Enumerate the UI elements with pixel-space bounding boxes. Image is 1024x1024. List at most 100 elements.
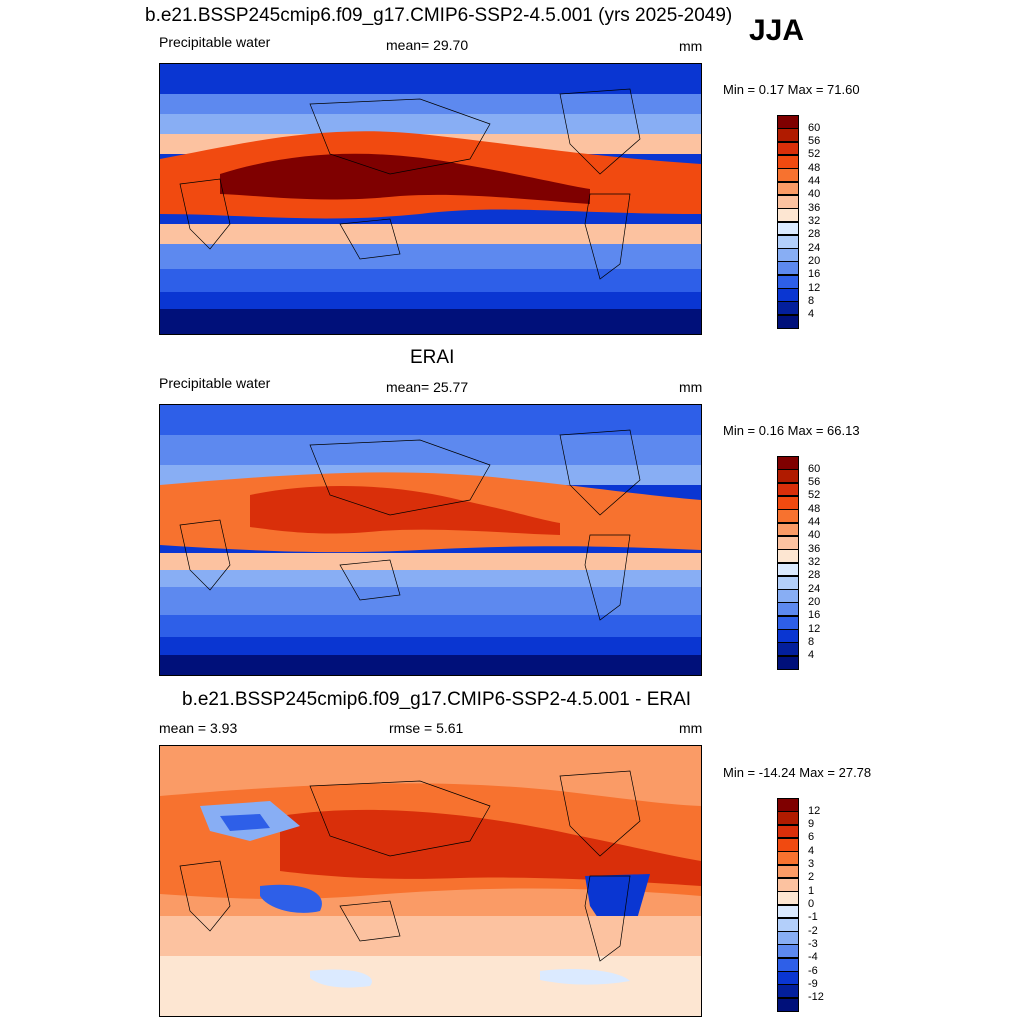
colorbar-segment: [777, 615, 799, 630]
colorbar-tick-label: -3: [808, 937, 818, 950]
season-label: JJA: [749, 14, 805, 47]
units-label-model: mm: [679, 38, 703, 54]
colorbar-segment: [777, 314, 799, 329]
variable-label-obs: Precipitable water: [159, 375, 271, 391]
colorbar-diff-boxes: [777, 798, 799, 1012]
colorbar-segment: [777, 535, 799, 550]
colorbar-tick-label: 4: [808, 844, 815, 857]
colorbar-segment: [777, 128, 799, 143]
colorbar-tick-label: -9: [808, 977, 818, 990]
colorbar-segment: [777, 575, 799, 590]
panel-title-diff: b.e21.BSSP245cmip6.f09_g17.CMIP6-SSP2-4.…: [182, 689, 692, 710]
colorbar-segment: [777, 469, 799, 484]
colorbar-tick-label: 12: [808, 804, 821, 817]
colorbar-segment: [777, 168, 799, 183]
colorbar-segment: [777, 971, 799, 985]
colorbar-segment: [777, 234, 799, 249]
colorbar-tick-label: 20: [808, 254, 821, 267]
colorbar-segment: [777, 482, 799, 497]
colorbar-segment: [777, 288, 799, 302]
colorbar-segment: [777, 851, 799, 866]
mean-label-diff: mean = 3.93: [159, 720, 238, 736]
colorbar-segment: [777, 931, 799, 945]
colorbar-obs-boxes: [777, 456, 799, 670]
colorbar-segment: [777, 917, 799, 932]
colorbar-tick-label: 20: [808, 595, 821, 608]
colorbar-tick-label: 52: [808, 489, 821, 502]
colorbar-tick-label: 12: [808, 622, 821, 635]
colorbar-segment: [777, 891, 799, 905]
colorbar-segment: [777, 824, 799, 839]
mean-label-obs: mean= 25.77: [386, 379, 469, 395]
colorbar-tick-label: 48: [808, 161, 821, 174]
colorbar-segment: [777, 181, 799, 196]
colorbar-tick-label: 4: [808, 649, 815, 662]
colorbar-tick-label: 0: [808, 898, 815, 910]
colorbar-segment: [777, 509, 799, 524]
colorbar-tick-label: -6: [808, 964, 818, 977]
colorbar-tick-label: 24: [808, 582, 821, 595]
colorbar-tick-label: 32: [808, 556, 821, 568]
colorbar-tick-label: 48: [808, 502, 821, 515]
minmax-model: Min = 0.17 Max = 71.60: [723, 82, 860, 97]
colorbar-segment: [777, 984, 799, 999]
colorbar-tick-label: -2: [808, 924, 818, 937]
colorbar-segment: [777, 811, 799, 826]
colorbar-model-boxes: [777, 115, 799, 329]
colorbar-segment: [777, 997, 799, 1012]
colorbar-segment: [777, 495, 799, 510]
map-obs: [159, 404, 702, 676]
colorbar-tick-label: 28: [808, 569, 821, 582]
colorbar-segment: [777, 602, 799, 617]
colorbar-tick-label: 44: [808, 516, 821, 529]
colorbar-segment: [777, 208, 799, 222]
colorbar-tick-label: 4: [808, 308, 815, 321]
minmax-diff: Min = -14.24 Max = 27.78: [723, 765, 872, 780]
minmax-obs: Min = 0.16 Max = 66.13: [723, 423, 860, 438]
colorbar-segment: [777, 877, 799, 892]
colorbar-tick-label: 40: [808, 529, 821, 542]
colorbar-segment: [777, 864, 799, 879]
panel-title-model: b.e21.BSSP245cmip6.f09_g17.CMIP6-SSP2-4.…: [145, 5, 733, 26]
colorbar-tick-label: -1: [808, 911, 818, 924]
colorbar-tick-label: 32: [808, 215, 821, 227]
colorbar-segment: [777, 248, 799, 262]
mean-label-model: mean= 29.70: [386, 37, 469, 53]
colorbar-tick-label: 40: [808, 188, 821, 201]
colorbar-tick-label: 8: [808, 294, 815, 307]
colorbar-segment: [777, 655, 799, 670]
colorbar-segment: [777, 642, 799, 657]
colorbar-segment: [777, 904, 799, 919]
colorbar-tick-label: 60: [808, 121, 821, 134]
units-label-obs: mm: [679, 379, 703, 395]
colorbar-segment: [777, 221, 799, 236]
colorbar-tick-label: 28: [808, 228, 821, 241]
colorbar-tick-label: -4: [808, 951, 818, 964]
colorbar-tick-label: 52: [808, 148, 821, 161]
colorbar-segment: [777, 456, 799, 470]
colorbar-tick-label: 44: [808, 175, 821, 188]
colorbar-segment: [777, 629, 799, 643]
map-model: [159, 63, 702, 335]
colorbar-segment: [777, 522, 799, 537]
colorbar-segment: [777, 562, 799, 577]
variable-label-model: Precipitable water: [159, 34, 271, 50]
colorbar-tick-label: 1: [808, 884, 815, 897]
colorbar-tick-label: 24: [808, 241, 821, 254]
colorbar-tick-label: 2: [808, 871, 815, 884]
colorbar-segment: [777, 837, 799, 852]
colorbar-segment: [777, 261, 799, 276]
colorbar-segment: [777, 944, 799, 959]
map-diff: [159, 745, 702, 1017]
colorbar-segment: [777, 194, 799, 209]
colorbar-segment: [777, 301, 799, 316]
colorbar-tick-label: 3: [808, 858, 815, 871]
colorbar-tick-label: -12: [808, 991, 824, 1004]
colorbar-segment: [777, 154, 799, 169]
colorbar-tick-label: 16: [808, 268, 821, 281]
colorbar-tick-label: 56: [808, 135, 821, 148]
colorbar-segment: [777, 274, 799, 289]
colorbar-segment: [777, 957, 799, 972]
colorbar-tick-label: 6: [808, 831, 815, 844]
colorbar-tick-label: 9: [808, 818, 815, 831]
